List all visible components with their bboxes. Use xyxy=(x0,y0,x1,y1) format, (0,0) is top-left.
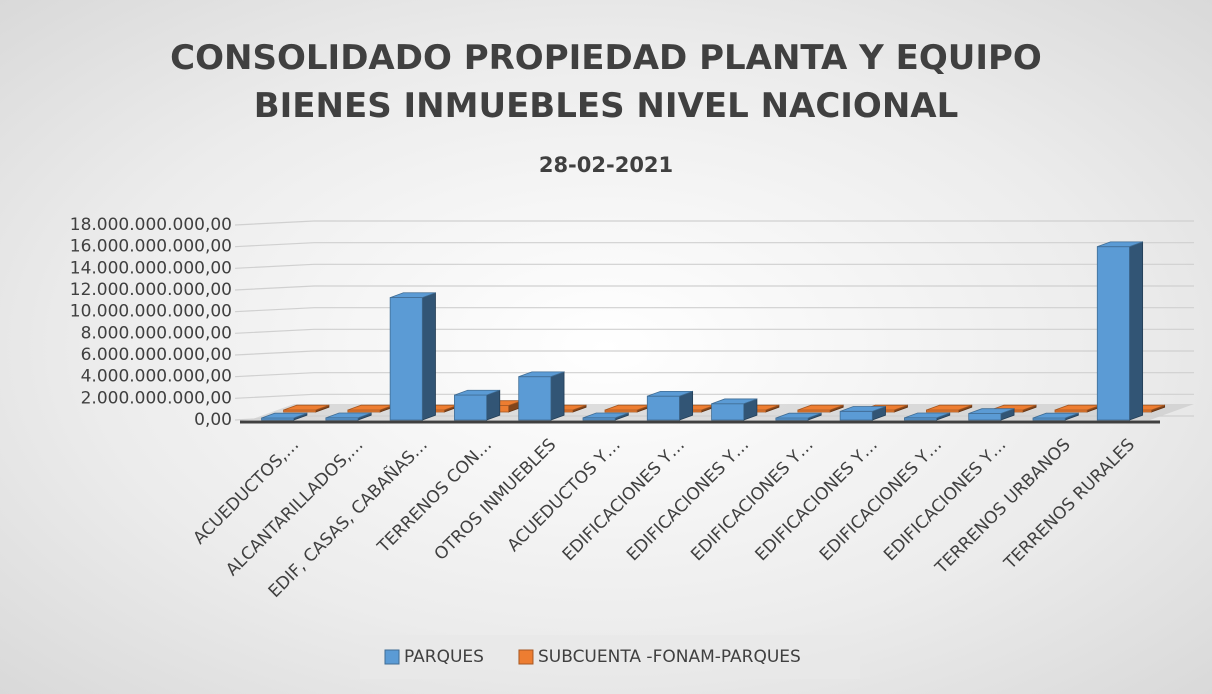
bar-side xyxy=(421,292,436,421)
y-tick-label: 6.000.000.000,00 xyxy=(81,345,232,365)
bar-front xyxy=(389,297,423,421)
y-tick-label: 4.000.000.000,00 xyxy=(81,367,232,387)
bar xyxy=(797,404,844,413)
bar-front xyxy=(518,376,552,421)
grid-line xyxy=(234,372,1194,378)
bar-front xyxy=(968,413,1002,421)
bar xyxy=(1096,241,1144,421)
legend-box xyxy=(360,635,860,679)
bar xyxy=(839,405,886,421)
bar-top xyxy=(454,389,500,396)
bar-top xyxy=(797,404,844,411)
bar-top xyxy=(390,292,436,298)
bar-top xyxy=(647,390,693,397)
grid-line xyxy=(234,328,1194,334)
bar xyxy=(646,390,694,421)
bar-side xyxy=(550,371,565,421)
bar xyxy=(261,412,308,421)
grid-line xyxy=(234,307,1194,313)
grid-line xyxy=(234,220,1194,226)
x-tick-label: TERRENOS RURALES xyxy=(1000,435,1139,574)
x-tick-label: TERRENOS CON… xyxy=(373,435,496,558)
x-tick-label: EDIFICACIONES Y… xyxy=(816,435,946,565)
x-tick-label: EDIFICACIONES Y… xyxy=(559,435,689,565)
bar xyxy=(454,389,501,421)
chart-title: CONSOLIDADO PROPIEDAD PLANTA Y EQUIPO BI… xyxy=(170,38,1042,126)
bar-side xyxy=(1129,241,1144,421)
legend-label: SUBCUENTA -FONAM-PARQUES xyxy=(538,647,801,667)
x-tick-label: EDIFICACIONES Y… xyxy=(880,435,1010,565)
bar xyxy=(968,408,1015,421)
bar xyxy=(582,412,629,421)
y-tick-label: 10.000.000.000,00 xyxy=(70,302,232,322)
grid-line xyxy=(234,350,1194,356)
bar xyxy=(518,371,565,421)
grid-line xyxy=(234,285,1194,291)
legend-label: PARQUES xyxy=(404,647,484,667)
bar-top xyxy=(904,412,950,419)
bar xyxy=(711,398,758,421)
bar xyxy=(283,404,330,413)
y-tick-label: 0,00 xyxy=(194,410,232,430)
bar xyxy=(389,292,436,421)
bar-top xyxy=(325,412,372,419)
x-tick-label: ACUEDUCTOS,… xyxy=(190,435,304,549)
grid-line xyxy=(234,242,1194,248)
bar-top xyxy=(926,404,972,411)
bar xyxy=(775,412,822,421)
bar-top xyxy=(283,404,330,411)
grid-line xyxy=(234,393,1194,399)
y-tick-label: 8.000.000.000,00 xyxy=(81,323,232,343)
bar-top xyxy=(711,398,758,405)
bar-front xyxy=(454,394,487,421)
grid-line xyxy=(234,263,1194,269)
legend-swatch xyxy=(384,649,400,665)
bar-top xyxy=(1032,412,1079,419)
y-tick-label: 12.000.000.000,00 xyxy=(70,280,232,300)
bar xyxy=(926,404,973,413)
bar-top xyxy=(775,412,822,419)
x-tick-label: OTROS INMUEBLES xyxy=(431,435,561,565)
bar-top xyxy=(518,371,565,378)
bar-top xyxy=(261,412,308,419)
x-tick-label: EDIFICACIONES Y… xyxy=(752,435,882,565)
x-tick-label: EDIFICACIONES Y… xyxy=(623,435,753,565)
legend-swatch xyxy=(518,649,534,665)
bar-front xyxy=(646,395,680,421)
y-tick-label: 2.000.000.000,00 xyxy=(81,388,232,408)
bar xyxy=(325,412,372,421)
bar-top xyxy=(968,408,1015,414)
x-tick-label: EDIFICACIONES Y… xyxy=(687,435,817,565)
y-tick-label: 18.000.000.000,00 xyxy=(70,215,232,235)
y-tick-label: 16.000.000.000,00 xyxy=(70,237,232,257)
bar-front xyxy=(1096,246,1130,421)
bar xyxy=(904,412,951,421)
bar-front xyxy=(711,403,745,421)
bar-top xyxy=(1097,241,1143,248)
chart-subtitle: 28-02-2021 xyxy=(538,153,674,177)
bar-top xyxy=(582,412,629,419)
bar xyxy=(1032,412,1079,421)
bar-top xyxy=(840,406,886,412)
y-tick-label: 14.000.000.000,00 xyxy=(70,258,232,278)
bar-front xyxy=(839,410,873,421)
x-tick-label: ACUEDUCTOS Y… xyxy=(504,435,625,556)
